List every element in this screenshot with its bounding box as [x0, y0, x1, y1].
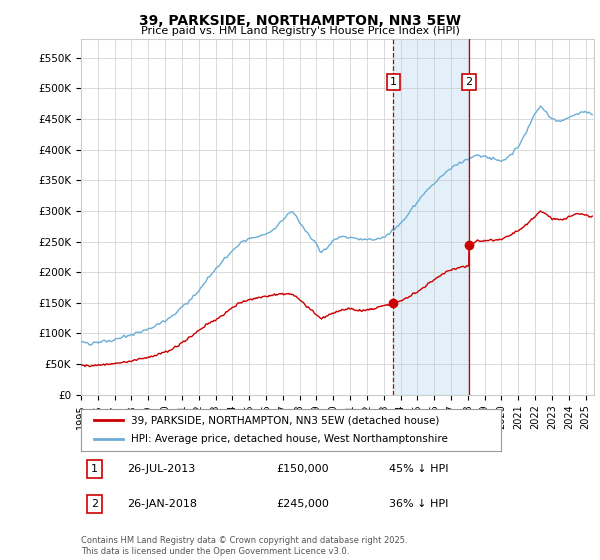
Text: 1: 1	[91, 464, 98, 474]
Text: 26-JUL-2013: 26-JUL-2013	[127, 464, 196, 474]
Text: £150,000: £150,000	[276, 464, 329, 474]
Bar	[394, 39, 469, 395]
Text: Price paid vs. HM Land Registry's House Price Index (HPI): Price paid vs. HM Land Registry's House …	[140, 26, 460, 36]
Text: Contains HM Land Registry data © Crown copyright and database right 2025.
This d: Contains HM Land Registry data © Crown c…	[81, 536, 407, 556]
Text: 36% ↓ HPI: 36% ↓ HPI	[389, 499, 448, 509]
Text: £245,000: £245,000	[276, 499, 329, 509]
Text: 1: 1	[390, 77, 397, 87]
Text: 39, PARKSIDE, NORTHAMPTON, NN3 5EW (detached house): 39, PARKSIDE, NORTHAMPTON, NN3 5EW (deta…	[131, 415, 440, 425]
Text: 39, PARKSIDE, NORTHAMPTON, NN3 5EW: 39, PARKSIDE, NORTHAMPTON, NN3 5EW	[139, 14, 461, 28]
Text: 2: 2	[466, 77, 473, 87]
Text: 26-JAN-2018: 26-JAN-2018	[127, 499, 197, 509]
Text: 2: 2	[91, 499, 98, 509]
Text: 45% ↓ HPI: 45% ↓ HPI	[389, 464, 448, 474]
Text: HPI: Average price, detached house, West Northamptonshire: HPI: Average price, detached house, West…	[131, 435, 448, 445]
